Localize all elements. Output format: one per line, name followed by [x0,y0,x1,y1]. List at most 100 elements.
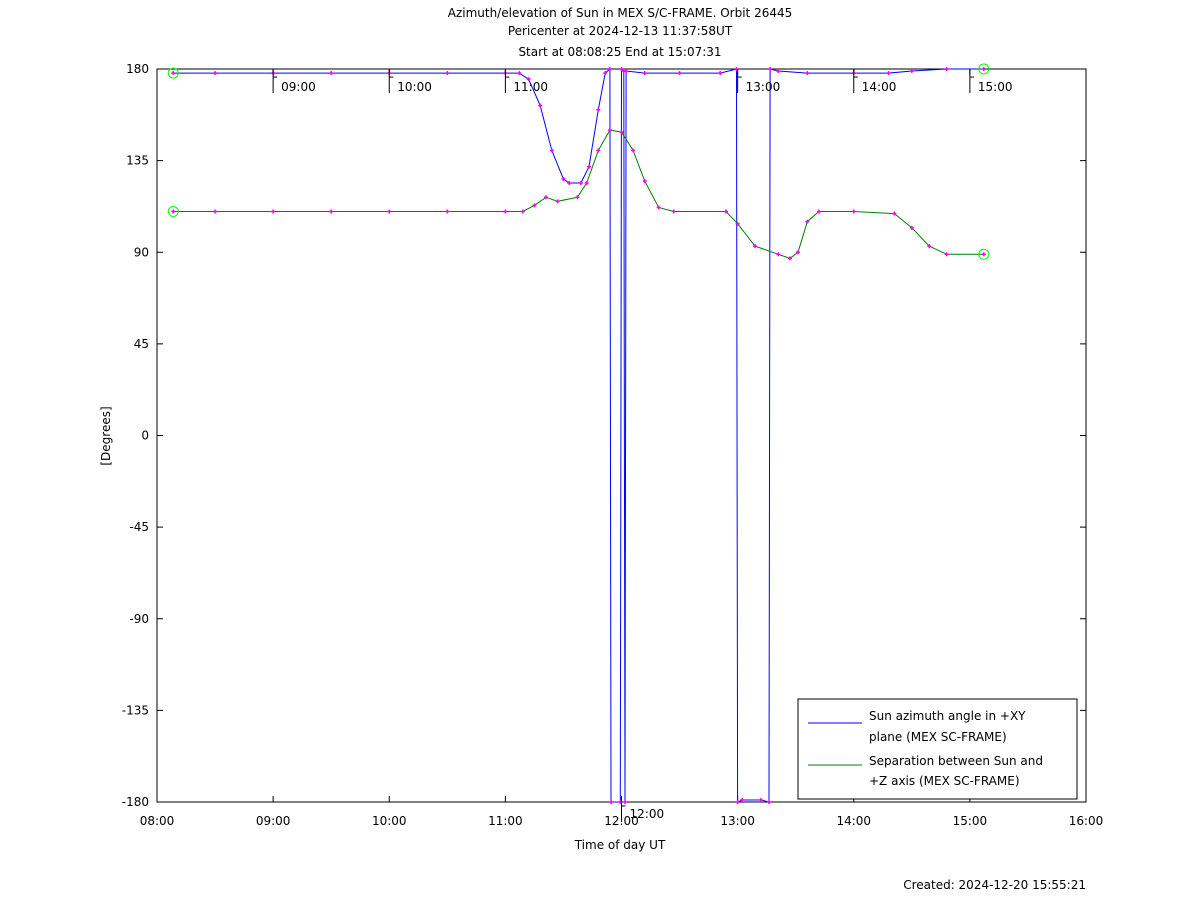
x-tick-label-0: 08:00 [140,814,175,828]
series-0-marker [981,67,986,71]
series-0-marker [805,71,810,76]
series-1-marker [213,209,218,214]
series-0-marker [213,71,218,76]
hour-mark-label-6: 15:00 [978,80,1013,94]
series-1-marker [944,252,949,257]
title-line-1: Azimuth/elevation of Sun in MEX S/C-FRAM… [448,6,793,20]
hour-mark-5: 14:00 [853,69,897,94]
series-0-marker [624,69,629,74]
created-timestamp: Created: 2024-12-20 15:55:21 [903,878,1086,892]
series-0-marker [677,71,682,76]
series-0-marker [768,67,773,71]
series-1-marker [816,209,821,214]
series-1-marker [892,211,897,216]
legend-box [797,698,1078,800]
x-tick-label-8: 16:00 [1069,814,1104,828]
hour-mark-label-5: 14:00 [862,80,897,94]
x-tick-label-5: 13:00 [720,814,755,828]
hour-marks: 09:00 10:00 11:00 12:00 13:00 14:00 15:00 [272,69,1013,822]
series-1-marker [445,209,450,214]
series-1-marker [981,252,986,257]
series-0-marker [567,181,572,186]
legend-label-azimuth-line-2: plane (MEX SC-FRAME) [869,730,1007,744]
legend-label-azimuth-line-1: Sun azimuth angle in +XY [869,709,1026,723]
series-1-marker [909,225,914,230]
series-0-marker [445,71,450,76]
series-1-marker [851,209,856,214]
series-0-end-circle [978,63,990,75]
series-1-marker [724,209,729,214]
series-1-marker [805,219,810,224]
series-0-marker [561,176,566,181]
series-0-marker [944,67,949,71]
series-0-marker [619,67,624,71]
series-1-marker [631,148,636,153]
y-axis-label: [Degrees] [99,406,113,465]
hour-mark-6: 15:00 [969,69,1013,94]
series-1-marker [927,244,932,249]
series-1-marker [753,244,758,249]
series-1-marker [271,209,276,214]
y-tick-label-3: 45 [134,337,149,351]
series-1-marker [735,221,740,226]
series-0-marker [740,797,745,802]
series-1-line [173,129,984,259]
series-1-marker [555,199,560,204]
series-1-marker [619,130,624,135]
series-1-marker [520,209,525,214]
series-0-marker [735,800,740,804]
hour-mark-4: 13:00 [737,69,781,94]
y-tick-label-1: 135 [126,154,149,168]
series-1-marker [584,181,589,186]
y-tick-label-0: 180 [126,62,149,76]
series-0-marker [718,71,723,76]
hour-mark-label-4: 13:00 [746,80,781,94]
y-tick-label-4: 0 [141,429,149,443]
legend-label-separation-line-2: +Z axis (MEX SC-FRAME) [869,774,1020,788]
series-0-marker [609,800,614,804]
series-1-marker [171,209,176,214]
series-1-marker [503,209,508,214]
hour-mark-1: 10:00 [388,69,432,94]
title-line-3: Start at 08:08:25 End at 15:07:31 [518,45,721,59]
series-0-marker [909,69,914,74]
series-1-marker [329,209,334,214]
series-1-start-circle [167,206,179,218]
series-1-marker [607,128,612,133]
hour-mark-label-2: 11:00 [513,80,548,94]
hour-mark-label-1: 10:00 [397,80,432,94]
series-1-marker [532,203,537,208]
y-tick-label-8: -180 [122,795,149,809]
series-0-marker [171,71,176,76]
series-1-marker [787,256,792,261]
series-1-marker [671,209,676,214]
series-0-marker [607,67,612,71]
hour-mark-label-3: 12:00 [630,807,665,821]
series-0-marker [758,797,763,802]
series-0-marker [526,77,531,82]
series-0 [167,63,990,804]
x-axis-label: Time of day UT [574,838,666,852]
series-0-marker [549,148,554,153]
series-0-marker [517,71,522,76]
x-tick-label-6: 14:00 [836,814,871,828]
x-tick-label-3: 11:00 [488,814,523,828]
series-0-marker [603,71,608,76]
series-0-marker [329,71,334,76]
series-1-marker [544,195,549,200]
series-layer [167,63,990,804]
series-1-marker [387,209,392,214]
series-1-marker [776,252,781,257]
hour-mark-2: 11:00 [504,69,548,94]
x-tick-label-2: 10:00 [372,814,407,828]
series-1-marker [656,205,661,210]
series-0-marker [776,69,781,74]
series-1-marker [596,148,601,153]
series-0-marker [538,103,543,108]
legend: Sun azimuth angle in +XY plane (MEX SC-F… [797,698,1078,800]
y-axis: 180 135 90 45 0 -45 -90 -135 -180 [122,62,1086,809]
hour-mark-0: 09:00 [272,69,316,94]
series-0-marker [586,164,591,169]
series-0-line [173,67,984,803]
